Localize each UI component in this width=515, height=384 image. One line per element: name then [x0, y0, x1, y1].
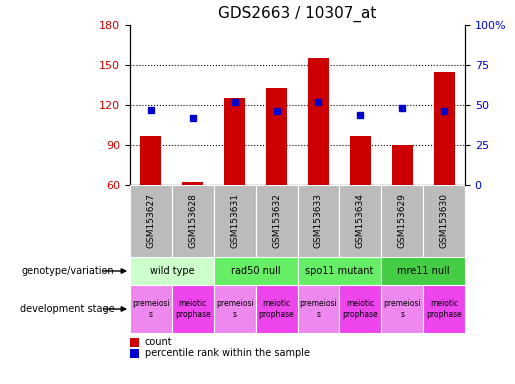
Bar [130, 349, 140, 358]
Text: premeiosi
s: premeiosi s [300, 299, 337, 319]
Text: GSM153633: GSM153633 [314, 194, 323, 248]
Bar [130, 285, 172, 333]
Bar [255, 185, 298, 257]
Bar [298, 257, 381, 285]
Text: premeiosi
s: premeiosi s [132, 299, 170, 319]
Bar [172, 285, 214, 333]
Title: GDS2663 / 10307_at: GDS2663 / 10307_at [218, 6, 376, 22]
Text: GSM153634: GSM153634 [356, 194, 365, 248]
Bar [130, 257, 214, 285]
Bar [339, 285, 381, 333]
Bar [172, 185, 214, 257]
Bar [434, 72, 455, 185]
Text: GSM153628: GSM153628 [188, 194, 197, 248]
Bar [214, 257, 298, 285]
Bar [423, 185, 465, 257]
Bar [214, 185, 255, 257]
Text: meiotic
prophase: meiotic prophase [342, 299, 378, 319]
Bar [214, 285, 255, 333]
Bar [339, 185, 381, 257]
Text: development stage: development stage [20, 304, 114, 314]
Bar [182, 182, 203, 185]
Text: GSM153632: GSM153632 [272, 194, 281, 248]
Text: premeiosi
s: premeiosi s [383, 299, 421, 319]
Bar [381, 185, 423, 257]
Bar [130, 185, 172, 257]
Bar [381, 285, 423, 333]
Bar [266, 88, 287, 185]
Text: wild type: wild type [149, 266, 194, 276]
Text: mre11 null: mre11 null [397, 266, 450, 276]
Text: GSM153631: GSM153631 [230, 194, 239, 248]
Bar [141, 136, 161, 185]
Bar [298, 185, 339, 257]
Text: spo11 mutant: spo11 mutant [305, 266, 373, 276]
Bar [350, 136, 371, 185]
Text: premeiosi
s: premeiosi s [216, 299, 253, 319]
Bar [255, 285, 298, 333]
Text: genotype/variation: genotype/variation [22, 266, 114, 276]
Text: GSM153629: GSM153629 [398, 194, 407, 248]
Text: meiotic
prophase: meiotic prophase [175, 299, 211, 319]
Text: percentile rank within the sample: percentile rank within the sample [145, 348, 310, 358]
Text: meiotic
prophase: meiotic prophase [259, 299, 295, 319]
Text: GSM153630: GSM153630 [440, 194, 449, 248]
Bar [130, 338, 140, 347]
Bar [392, 145, 413, 185]
Bar [423, 285, 465, 333]
Text: count: count [145, 337, 173, 348]
Text: meiotic
prophase: meiotic prophase [426, 299, 462, 319]
Bar [381, 257, 465, 285]
Text: GSM153627: GSM153627 [146, 194, 156, 248]
Bar [224, 98, 245, 185]
Bar [308, 58, 329, 185]
Bar [298, 285, 339, 333]
Text: rad50 null: rad50 null [231, 266, 281, 276]
